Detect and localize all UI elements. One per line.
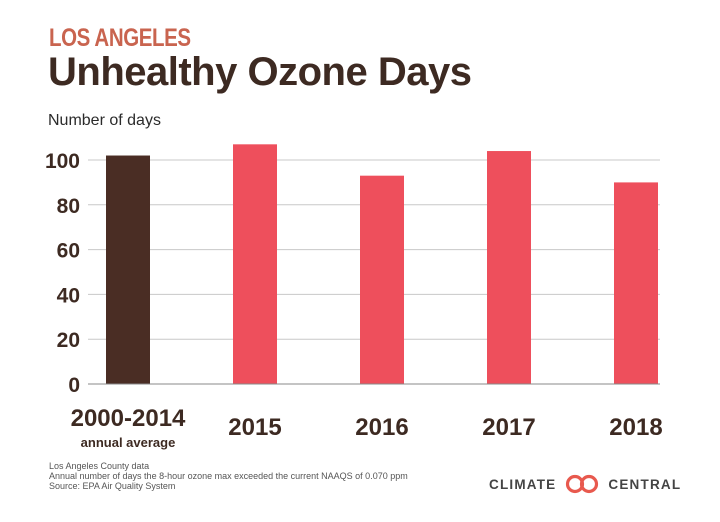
y-tick-label: 0 [68, 374, 80, 397]
x-tick-label: 2018 [609, 414, 662, 441]
y-tick-label: 40 [57, 284, 80, 307]
bar [360, 175, 404, 384]
footnote-line: Annual number of days the 8-hour ozone m… [49, 471, 408, 481]
bar [487, 151, 531, 384]
x-tick-label: 2015 [228, 414, 281, 441]
bar [233, 144, 277, 384]
footnote-line: Los Angeles County data [49, 461, 150, 471]
y-tick-label: 100 [45, 150, 80, 173]
bar [106, 155, 150, 384]
bar [614, 182, 658, 384]
x-tick-sublabel: annual average [81, 435, 176, 450]
y-tick-label: 80 [57, 195, 80, 218]
y-tick-label: 60 [57, 240, 80, 263]
logo-word-left: CLIMATE [489, 476, 557, 492]
chart-supertitle: LOS ANGELES [49, 24, 191, 52]
x-tick-label: 2017 [482, 414, 535, 441]
y-axis-label: Number of days [48, 112, 161, 129]
linked-rings-icon [566, 474, 599, 494]
x-tick-label: 2016 [355, 414, 408, 441]
chart-title: Unhealthy Ozone Days [48, 50, 472, 94]
footnotes: Los Angeles County data Annual number of… [49, 461, 408, 491]
footnote-line: Source: EPA Air Quality System [49, 481, 176, 491]
y-tick-label: 20 [57, 329, 80, 352]
climate-central-logo: CLIMATE CENTRAL [489, 473, 681, 495]
bar-chart: 0 20 40 60 80 100 2000-2014 annual average 2015 2… [45, 144, 663, 450]
x-tick-label: 2000-2014 [71, 405, 186, 432]
logo-word-right: CENTRAL [608, 476, 682, 492]
